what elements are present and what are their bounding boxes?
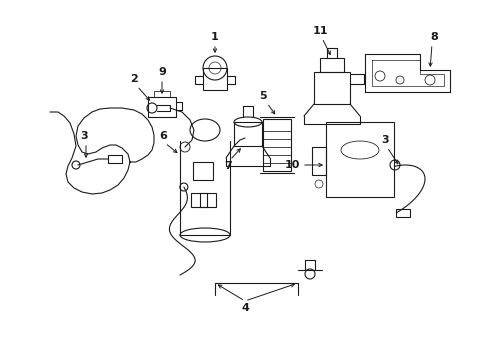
Bar	[325, 122, 393, 197]
Text: 6: 6	[159, 131, 166, 141]
Bar	[319, 58, 343, 72]
Bar	[263, 119, 290, 171]
Bar	[311, 147, 325, 175]
Bar	[234, 122, 262, 146]
Text: 3: 3	[381, 135, 388, 145]
Text: 4: 4	[241, 303, 248, 313]
Bar	[203, 68, 226, 90]
Bar	[148, 97, 176, 117]
Text: 8: 8	[429, 32, 437, 42]
Text: 11: 11	[312, 26, 327, 36]
Text: 10: 10	[284, 160, 299, 170]
Text: 5: 5	[259, 91, 266, 101]
Bar	[313, 72, 349, 104]
Bar	[200, 193, 216, 207]
Text: 3: 3	[80, 131, 88, 141]
Bar	[193, 162, 213, 180]
Bar	[191, 193, 206, 207]
Text: 9: 9	[158, 67, 165, 77]
Text: 7: 7	[224, 161, 231, 171]
Bar	[395, 209, 409, 217]
Text: 1: 1	[211, 32, 219, 42]
Bar	[108, 155, 122, 163]
Text: 2: 2	[130, 74, 138, 84]
